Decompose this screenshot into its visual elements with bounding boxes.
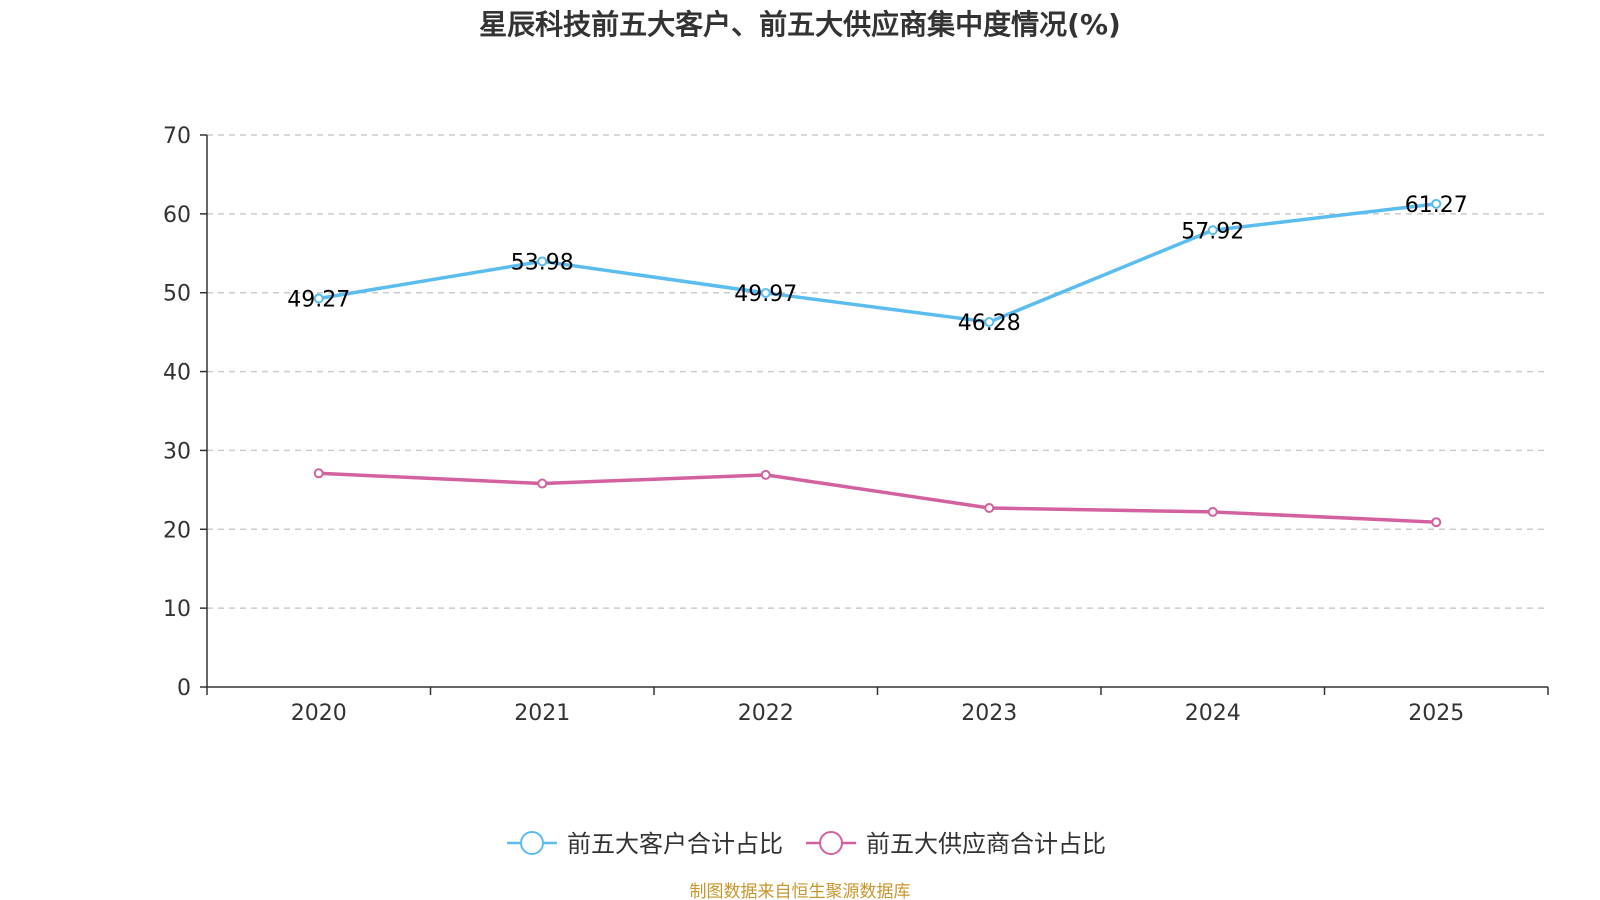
y-tick-label: 0 [177,676,191,701]
grid-lines [207,134,1548,609]
data-point[interactable] [313,293,324,304]
y-tick-label: 30 [163,439,191,464]
legend-item-2[interactable]: 前五大供应商合计占比 [806,830,1106,858]
data-point[interactable] [1207,225,1218,236]
data-point[interactable] [760,469,771,480]
legend-label: 前五大供应商合计占比 [866,830,1106,858]
data-label: 49.97 [734,282,797,307]
legend-item-1[interactable]: 前五大客户合计占比 [507,830,783,858]
data-label: 57.92 [1181,219,1244,244]
x-tick-label: 2024 [1185,701,1241,726]
data-point[interactable] [1431,198,1442,209]
data-point[interactable] [537,478,548,489]
data-point[interactable] [984,317,995,328]
legend-marker-icon [819,831,843,855]
data-labels: 49.27 53.98 49.97 46.28 57.92 61.27 [287,193,1467,336]
y-tick-label: 50 [163,282,191,307]
y-tick-label: 10 [163,597,191,622]
data-point[interactable] [1207,506,1218,517]
axes: 0 10 20 30 40 50 60 70 2020 2021 2022 2023 2024 2025 [163,124,1549,726]
data-label: 49.27 [287,287,350,312]
data-point[interactable] [313,468,324,479]
x-tick-label: 2025 [1408,701,1464,726]
y-tick-label: 70 [163,124,191,149]
series-line-1 [318,202,1437,324]
legend-label: 前五大客户合计占比 [567,830,783,858]
x-tick-label: 2020 [291,701,347,726]
source-note: 制图数据来自恒生聚源数据库 [690,882,911,900]
x-tick-label: 2022 [738,701,794,726]
data-point[interactable] [1431,517,1442,528]
chart-title: 星辰科技前五大客户、前五大供应商集中度情况(%) [479,8,1121,41]
series-line-2 [318,471,1437,524]
data-label: 46.28 [958,311,1021,336]
x-tick-label: 2021 [514,701,570,726]
legend[interactable]: 前五大客户合计占比 前五大供应商合计占比 [507,830,1106,858]
data-point[interactable] [760,287,771,298]
legend-marker-icon [520,831,544,855]
data-point[interactable] [537,256,548,267]
data-label: 53.98 [511,250,574,275]
series-layer [313,198,1442,528]
y-tick-label: 40 [163,361,191,386]
x-tick-label: 2023 [961,701,1017,726]
y-tick-label: 60 [163,203,191,228]
y-tick-label: 20 [163,518,191,543]
data-label: 61.27 [1405,193,1468,218]
data-point[interactable] [984,502,995,513]
